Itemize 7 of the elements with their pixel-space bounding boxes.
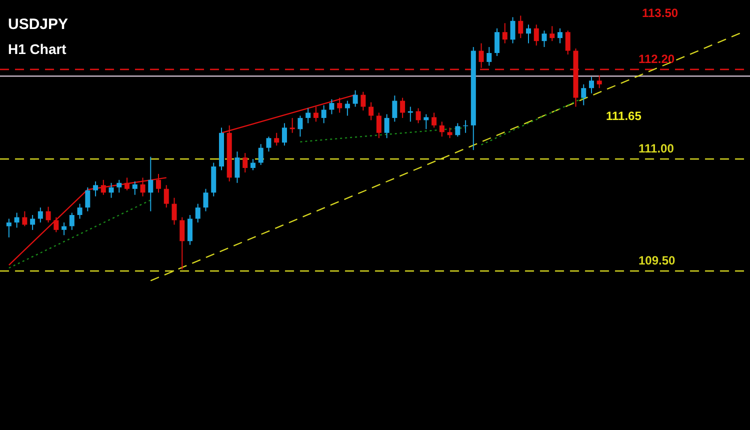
y-tick-label: 109.50: [638, 253, 676, 268]
annotation: 113.50: [642, 6, 678, 20]
annotation: 111.65: [606, 109, 642, 123]
y-tick-label: 112.20: [638, 52, 675, 66]
text: USDJPY: [8, 16, 68, 33]
y-tick-label: 111.00: [638, 142, 674, 156]
text: H1 Chart: [8, 41, 67, 57]
